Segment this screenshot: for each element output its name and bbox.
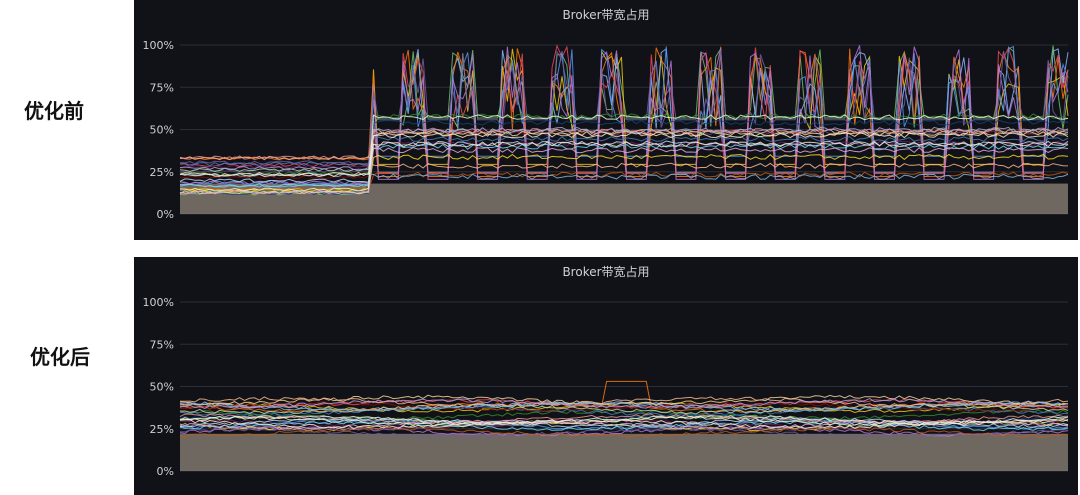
series-line <box>179 135 1069 167</box>
y-tick-label: 50% <box>150 124 174 137</box>
chart-title: Broker带宽占用 <box>562 264 649 279</box>
series-line <box>179 45 1069 186</box>
series-line <box>179 171 1069 191</box>
y-tick-label: 100% <box>143 39 174 52</box>
chart-title: Broker带宽占用 <box>562 7 649 22</box>
y-tick-label: 25% <box>150 166 174 179</box>
series-line <box>179 405 1069 417</box>
y-tick-label: 25% <box>150 423 174 436</box>
y-tick-label: 0% <box>157 465 174 478</box>
label-before: 优化前 <box>24 99 84 123</box>
y-tick-label: 75% <box>150 81 174 94</box>
series-line <box>179 140 1069 183</box>
chart-after-svg: Broker带宽占用 100% 75% 50% 25% 0% <box>143 264 1069 478</box>
stacked-area-fill <box>180 433 1068 471</box>
series-line <box>179 401 1069 413</box>
chart-panel-before: Broker带宽占用 100% 75% 50% 25% 0% <box>134 0 1078 240</box>
y-tick-label: 50% <box>150 381 174 394</box>
series-line <box>180 396 1069 408</box>
y-tick-label: 75% <box>150 338 174 351</box>
chart-panel-after: Broker带宽占用 100% 75% 50% 25% 0% <box>134 257 1078 495</box>
series-line <box>179 418 1069 430</box>
series-line <box>179 401 1069 413</box>
series-line <box>179 398 1069 410</box>
series-line <box>179 426 1069 438</box>
label-after: 优化后 <box>30 345 90 369</box>
series-line <box>179 420 1069 432</box>
series-line <box>179 132 1069 177</box>
y-tick-label: 100% <box>143 296 174 309</box>
y-tick-label: 0% <box>157 208 174 221</box>
series-line <box>180 114 1069 192</box>
series-line <box>179 416 1069 428</box>
series-line <box>179 126 1069 171</box>
series-line <box>180 143 1069 188</box>
series-line <box>179 141 1069 178</box>
series-line <box>179 155 1069 169</box>
series-line <box>180 49 1069 165</box>
stacked-area-fill <box>180 183 1068 214</box>
series-line <box>179 130 1069 195</box>
chart-before-svg: Broker带宽占用 100% 75% 50% 25% 0% <box>143 7 1069 221</box>
series-line <box>179 128 1069 160</box>
series-line <box>179 147 1069 195</box>
series-line <box>179 427 1069 439</box>
